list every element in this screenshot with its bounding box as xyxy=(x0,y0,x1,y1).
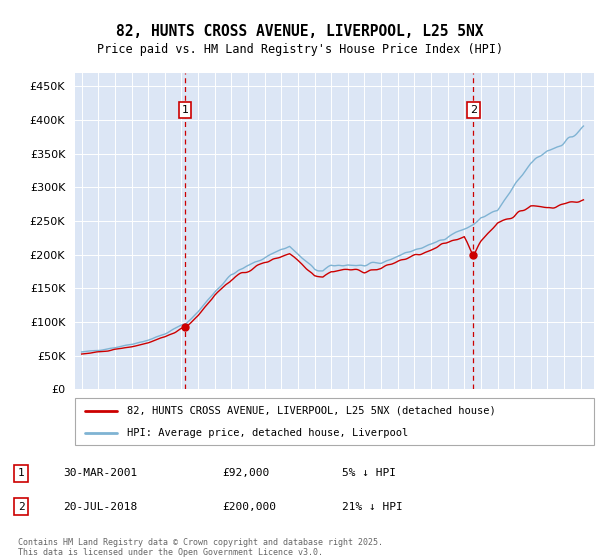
Text: £200,000: £200,000 xyxy=(222,502,276,512)
Text: 21% ↓ HPI: 21% ↓ HPI xyxy=(342,502,403,512)
Text: 20-JUL-2018: 20-JUL-2018 xyxy=(63,502,137,512)
Text: 2: 2 xyxy=(17,502,25,512)
FancyBboxPatch shape xyxy=(75,398,594,445)
Text: 1: 1 xyxy=(17,468,25,478)
Text: Contains HM Land Registry data © Crown copyright and database right 2025.
This d: Contains HM Land Registry data © Crown c… xyxy=(18,538,383,557)
Text: 82, HUNTS CROSS AVENUE, LIVERPOOL, L25 5NX (detached house): 82, HUNTS CROSS AVENUE, LIVERPOOL, L25 5… xyxy=(127,406,496,416)
Text: 2: 2 xyxy=(470,105,477,115)
Text: 1: 1 xyxy=(181,105,188,115)
Text: 30-MAR-2001: 30-MAR-2001 xyxy=(63,468,137,478)
Text: Price paid vs. HM Land Registry's House Price Index (HPI): Price paid vs. HM Land Registry's House … xyxy=(97,43,503,55)
Text: £92,000: £92,000 xyxy=(222,468,269,478)
Text: HPI: Average price, detached house, Liverpool: HPI: Average price, detached house, Live… xyxy=(127,428,408,438)
Text: 5% ↓ HPI: 5% ↓ HPI xyxy=(342,468,396,478)
Text: 82, HUNTS CROSS AVENUE, LIVERPOOL, L25 5NX: 82, HUNTS CROSS AVENUE, LIVERPOOL, L25 5… xyxy=(116,24,484,39)
